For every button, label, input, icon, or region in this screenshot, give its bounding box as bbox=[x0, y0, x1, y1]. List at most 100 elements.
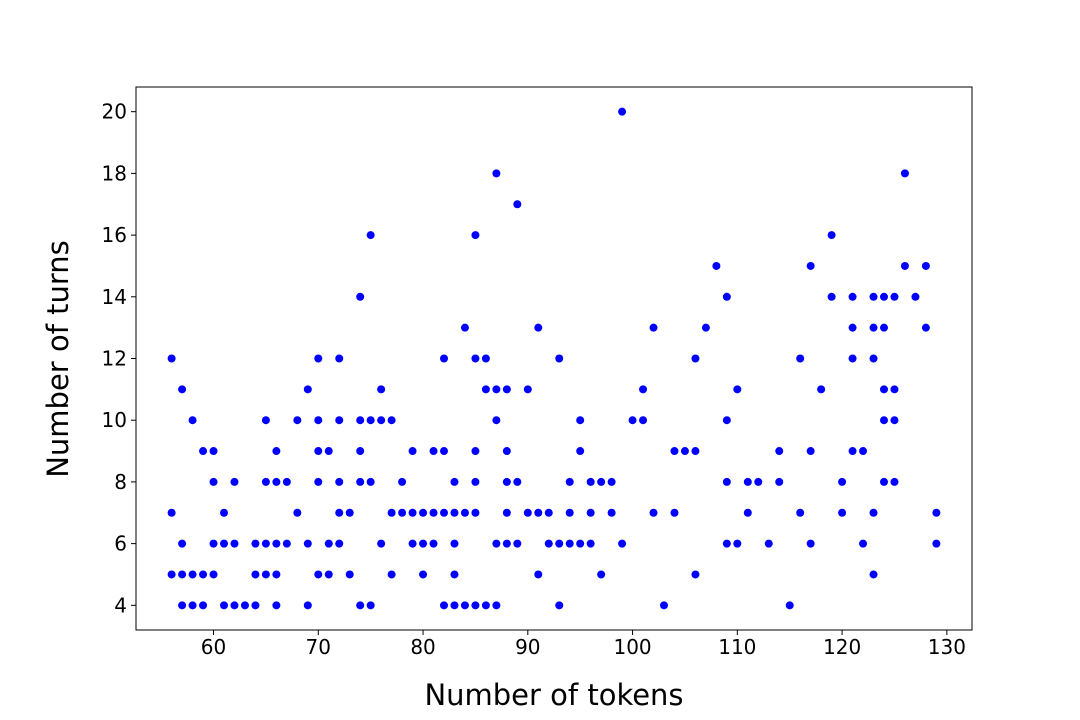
data-point bbox=[722, 477, 731, 486]
y-tick-label: 18 bbox=[102, 161, 127, 185]
data-point bbox=[534, 323, 543, 332]
data-point bbox=[471, 477, 480, 486]
data-point bbox=[775, 477, 784, 486]
data-point bbox=[314, 354, 323, 363]
data-point bbox=[251, 601, 260, 610]
data-point bbox=[230, 601, 239, 610]
data-point bbox=[680, 447, 689, 456]
data-point bbox=[639, 385, 648, 394]
data-point bbox=[240, 601, 249, 610]
data-point bbox=[911, 292, 920, 301]
data-point bbox=[450, 570, 459, 579]
data-point bbox=[649, 508, 658, 517]
data-point bbox=[869, 323, 878, 332]
data-point bbox=[481, 385, 490, 394]
data-point bbox=[460, 508, 469, 517]
data-point bbox=[419, 539, 428, 548]
data-point bbox=[502, 477, 511, 486]
data-point bbox=[691, 354, 700, 363]
data-point bbox=[921, 261, 930, 270]
data-point bbox=[251, 570, 260, 579]
data-point bbox=[838, 508, 847, 517]
data-point bbox=[199, 601, 208, 610]
data-point bbox=[366, 477, 375, 486]
data-point bbox=[460, 323, 469, 332]
data-point bbox=[890, 385, 899, 394]
x-axis-ticks: 60 70 80 90 100 110 120 130 bbox=[201, 630, 966, 659]
x-tick-label: 100 bbox=[613, 635, 651, 659]
data-point bbox=[921, 323, 930, 332]
data-point bbox=[607, 508, 616, 517]
data-point bbox=[754, 477, 763, 486]
data-point bbox=[806, 261, 815, 270]
data-point bbox=[282, 477, 291, 486]
data-point bbox=[314, 570, 323, 579]
data-point bbox=[261, 570, 270, 579]
data-point bbox=[303, 385, 312, 394]
data-point bbox=[618, 107, 627, 116]
y-tick-label: 12 bbox=[102, 347, 127, 371]
data-point bbox=[440, 601, 448, 610]
data-point bbox=[377, 539, 386, 548]
data-point bbox=[178, 385, 187, 394]
x-tick-label: 70 bbox=[306, 635, 331, 659]
data-point bbox=[597, 477, 606, 486]
data-point bbox=[272, 601, 281, 610]
data-point bbox=[869, 354, 878, 363]
x-tick-label: 60 bbox=[201, 635, 226, 659]
data-point bbox=[890, 477, 899, 486]
data-point bbox=[775, 447, 784, 456]
data-point bbox=[387, 508, 396, 517]
data-point bbox=[199, 570, 208, 579]
data-point bbox=[555, 539, 564, 548]
data-point bbox=[324, 539, 333, 548]
y-tick-label: 16 bbox=[102, 223, 127, 247]
data-point bbox=[303, 539, 312, 548]
data-point bbox=[429, 539, 438, 548]
x-tick-label: 130 bbox=[928, 635, 966, 659]
y-tick-label: 20 bbox=[102, 100, 127, 124]
data-point bbox=[670, 508, 679, 517]
data-point bbox=[167, 354, 176, 363]
data-point bbox=[743, 477, 752, 486]
data-point bbox=[701, 323, 710, 332]
data-point bbox=[440, 447, 448, 456]
data-point bbox=[324, 447, 333, 456]
data-point bbox=[377, 385, 386, 394]
data-point bbox=[576, 416, 585, 425]
data-point bbox=[502, 508, 511, 517]
data-point bbox=[366, 416, 375, 425]
data-point bbox=[733, 539, 742, 548]
data-point bbox=[900, 261, 909, 270]
data-point bbox=[555, 601, 564, 610]
data-point bbox=[607, 477, 616, 486]
data-point bbox=[419, 508, 428, 517]
data-point bbox=[586, 508, 595, 517]
data-point bbox=[220, 508, 228, 517]
x-tick-label: 120 bbox=[823, 635, 861, 659]
data-point bbox=[660, 601, 668, 610]
data-point bbox=[356, 292, 365, 301]
data-point bbox=[230, 539, 239, 548]
data-point bbox=[408, 539, 417, 548]
data-point bbox=[261, 416, 270, 425]
data-point bbox=[408, 508, 417, 517]
data-point bbox=[345, 570, 354, 579]
data-point bbox=[743, 508, 752, 517]
data-point bbox=[167, 508, 176, 517]
data-point bbox=[282, 539, 291, 548]
data-point bbox=[869, 570, 878, 579]
data-point bbox=[555, 354, 564, 363]
data-point bbox=[387, 570, 396, 579]
data-point bbox=[880, 385, 888, 394]
data-point bbox=[869, 508, 878, 517]
data-point bbox=[848, 292, 857, 301]
data-point bbox=[565, 508, 574, 517]
data-point bbox=[597, 570, 606, 579]
data-point bbox=[356, 416, 365, 425]
data-point bbox=[691, 447, 700, 456]
data-point bbox=[544, 539, 553, 548]
data-point bbox=[785, 601, 794, 610]
data-point bbox=[314, 447, 323, 456]
